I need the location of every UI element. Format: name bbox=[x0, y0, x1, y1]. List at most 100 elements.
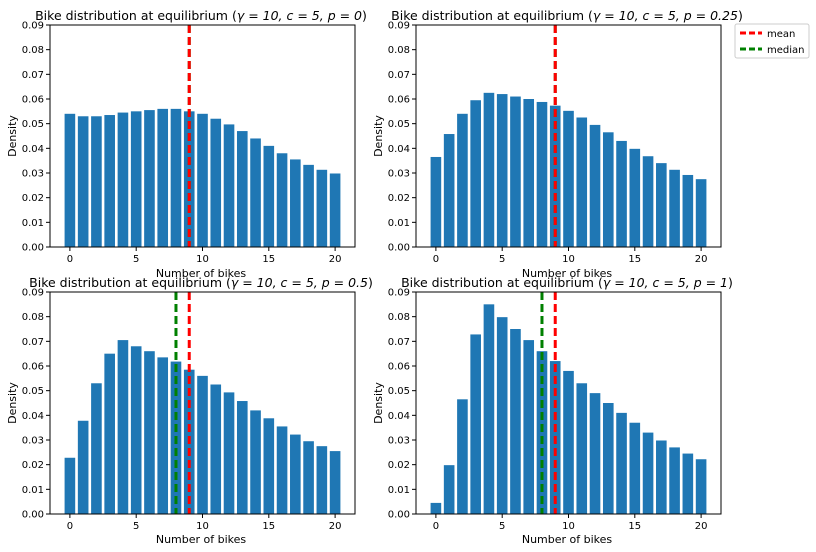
bar bbox=[303, 164, 314, 247]
bar bbox=[483, 92, 495, 247]
y-tick-label: 0.03 bbox=[388, 169, 410, 180]
bar bbox=[130, 111, 142, 247]
bar bbox=[430, 502, 442, 514]
bar bbox=[157, 108, 169, 248]
x-tick-label: 15 bbox=[262, 521, 275, 532]
subplot-1: Bike distribution at equilibrium (γ = 10… bbox=[6, 8, 367, 280]
bar bbox=[496, 94, 508, 247]
y-tick-label: 0.01 bbox=[22, 485, 44, 496]
x-tick-label: 15 bbox=[628, 521, 641, 532]
bar bbox=[563, 110, 574, 247]
y-tick-label: 0.09 bbox=[388, 21, 410, 32]
y-tick-label: 0.05 bbox=[22, 119, 44, 130]
y-tick-label: 0.06 bbox=[388, 362, 410, 373]
legend-mean-label: mean bbox=[767, 29, 795, 40]
x-tick-label: 5 bbox=[499, 254, 505, 265]
bar bbox=[523, 99, 535, 247]
subplot-4-title: Bike distribution at equilibrium (γ = 10… bbox=[401, 275, 733, 290]
bar bbox=[602, 132, 614, 247]
bar bbox=[263, 145, 275, 247]
y-tick-label: 0.08 bbox=[388, 312, 410, 323]
subplot-1-title: Bike distribution at equilibrium (γ = 10… bbox=[35, 8, 367, 23]
bar bbox=[496, 317, 508, 514]
y-tick-label: 0.04 bbox=[22, 411, 44, 422]
bar bbox=[470, 334, 481, 514]
bar bbox=[536, 101, 548, 248]
y-tick-label: 0.06 bbox=[22, 95, 44, 106]
y-tick-label: 0.06 bbox=[22, 362, 44, 373]
bar bbox=[223, 124, 235, 247]
bar bbox=[91, 383, 102, 514]
bar bbox=[104, 353, 115, 514]
x-tick-label: 10 bbox=[562, 521, 575, 532]
bar bbox=[316, 169, 328, 247]
x-tick-label: 20 bbox=[329, 254, 342, 265]
y-tick-label: 0.05 bbox=[388, 386, 410, 397]
subplot-2: Bike distribution at equilibrium (γ = 10… bbox=[372, 8, 743, 280]
y-tick-label: 0.04 bbox=[388, 411, 410, 422]
bar bbox=[682, 453, 694, 514]
bar bbox=[589, 124, 601, 247]
bar bbox=[563, 370, 574, 514]
y-tick-label: 0.06 bbox=[388, 95, 410, 106]
x-tick-label: 5 bbox=[133, 521, 139, 532]
y-tick-label: 0.07 bbox=[388, 70, 410, 81]
x-tick-label: 15 bbox=[628, 254, 641, 265]
x-tick-label: 20 bbox=[329, 521, 342, 532]
subplot-3: Bike distribution at equilibrium (γ = 10… bbox=[6, 275, 373, 546]
subplot-4-plot: 0 5 10 15 20 0.00 0.01 0.02 0.03 0.04 0.05 0.06 0.07… bbox=[388, 288, 722, 532]
bar bbox=[197, 375, 208, 514]
y-tick-label: 0.05 bbox=[22, 386, 44, 397]
y-tick-label: 0.07 bbox=[388, 337, 410, 348]
bar bbox=[64, 113, 76, 247]
y-tick-label: 0.03 bbox=[22, 436, 44, 447]
y-tick-label: 0.09 bbox=[22, 288, 44, 299]
y-tick-label: 0.04 bbox=[388, 144, 410, 155]
bar bbox=[263, 418, 275, 514]
bar bbox=[576, 383, 588, 514]
x-tick-label: 10 bbox=[562, 254, 575, 265]
bar bbox=[682, 174, 694, 247]
bar bbox=[589, 393, 601, 514]
bar bbox=[443, 134, 455, 247]
bar bbox=[329, 173, 341, 247]
bar bbox=[236, 401, 248, 514]
x-tick-label: 5 bbox=[499, 521, 505, 532]
bar bbox=[669, 169, 680, 247]
y-tick-label: 0.08 bbox=[22, 312, 44, 323]
x-tick-label: 0 bbox=[67, 254, 73, 265]
y-tick-label: 0.02 bbox=[388, 460, 410, 471]
bar bbox=[290, 159, 301, 247]
y-tick-label: 0.08 bbox=[388, 45, 410, 56]
y-tick-label: 0.09 bbox=[22, 21, 44, 32]
bar bbox=[77, 116, 89, 248]
bar bbox=[457, 399, 468, 514]
bar bbox=[510, 96, 521, 247]
bar bbox=[316, 446, 328, 514]
bar bbox=[536, 351, 548, 514]
bar bbox=[642, 156, 654, 247]
bar bbox=[91, 116, 102, 248]
bar bbox=[629, 422, 641, 514]
bar bbox=[616, 140, 627, 247]
subplot-4-xlabel: Number of bikes bbox=[522, 533, 613, 546]
subplot-3-title: Bike distribution at equilibrium (γ = 10… bbox=[29, 275, 373, 290]
subplot-3-plot: 0 5 10 15 20 0.00 0.01 0.02 0.03 0.04 0.05 0.06 0.07… bbox=[22, 288, 356, 532]
bar bbox=[130, 346, 142, 514]
bar bbox=[510, 329, 521, 514]
bar bbox=[117, 340, 129, 514]
subplot-1-ylabel: Density bbox=[6, 115, 19, 157]
y-tick-label: 0.01 bbox=[388, 485, 410, 496]
y-tick-label: 0.02 bbox=[388, 193, 410, 204]
bar bbox=[303, 441, 314, 514]
x-tick-label: 15 bbox=[262, 254, 275, 265]
bar bbox=[443, 465, 455, 514]
bar bbox=[629, 148, 641, 247]
subplot-3-xlabel: Number of bikes bbox=[156, 533, 247, 546]
bar bbox=[276, 426, 288, 514]
bar bbox=[250, 410, 261, 514]
x-tick-label: 20 bbox=[695, 254, 708, 265]
y-tick-label: 0.00 bbox=[388, 243, 410, 254]
y-tick-label: 0.08 bbox=[22, 45, 44, 56]
bar bbox=[144, 351, 155, 514]
